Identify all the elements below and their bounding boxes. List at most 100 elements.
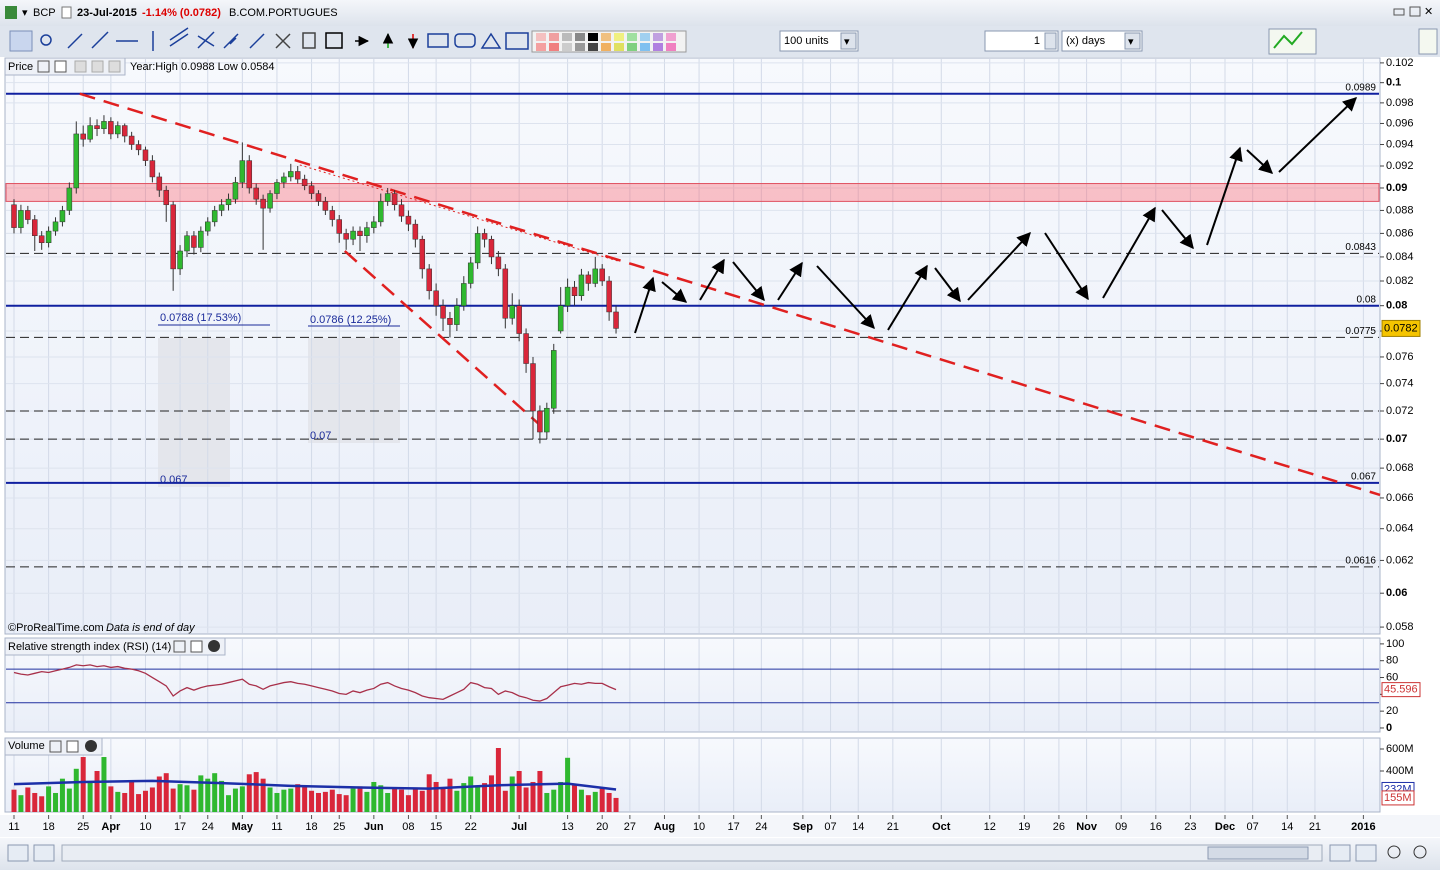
chart-style-button[interactable] (1268, 28, 1317, 55)
settings-icon[interactable] (49, 740, 62, 753)
candle-body (25, 210, 31, 220)
swatch[interactable] (536, 43, 546, 51)
period-unit-select[interactable] (1061, 30, 1143, 52)
swatch[interactable] (549, 43, 559, 51)
period-unit-dropdown[interactable] (1124, 32, 1141, 50)
indicator-button[interactable] (33, 844, 55, 862)
zoom-tool[interactable] (40, 34, 52, 46)
swatch[interactable] (653, 43, 663, 51)
scroll-thumb[interactable] (1207, 846, 1309, 860)
cross-tool[interactable] (275, 33, 291, 49)
swatch[interactable] (614, 43, 624, 51)
swatch[interactable] (653, 33, 663, 41)
settings-icon[interactable] (173, 640, 186, 653)
restore-button[interactable] (1409, 6, 1421, 17)
sync-button[interactable] (1418, 28, 1438, 55)
level-label: 0.0989 (1345, 82, 1376, 93)
candle-body (322, 201, 329, 211)
delete-tool[interactable] (302, 32, 316, 49)
swatch[interactable] (536, 33, 546, 41)
line-tool[interactable] (67, 33, 83, 49)
volume-bar (523, 787, 529, 812)
fan-tool[interactable] (197, 31, 215, 49)
candle-body (502, 268, 509, 319)
x-tick-label: 10 (139, 821, 151, 833)
candle-body (467, 262, 474, 284)
candle-body (80, 133, 86, 140)
channel-tool[interactable] (169, 27, 189, 47)
swatch[interactable] (640, 33, 650, 41)
swatch[interactable] (666, 43, 676, 51)
volume-bar (122, 792, 128, 812)
chart-type-button[interactable] (7, 844, 29, 862)
candle-body (606, 280, 612, 313)
arrow (1206, 146, 1243, 246)
swatch[interactable] (627, 33, 637, 41)
swatch[interactable] (666, 33, 676, 41)
info-icon[interactable] (61, 6, 72, 19)
window-icon[interactable] (66, 740, 79, 753)
menu-arrow[interactable]: ▾ (22, 7, 28, 19)
y-tick-label: 0.1 (1386, 77, 1401, 89)
window-icon[interactable] (54, 60, 67, 73)
units-dropdown[interactable] (840, 32, 857, 50)
period-input[interactable] (984, 30, 1059, 52)
text-tool[interactable] (325, 32, 343, 49)
units-select[interactable] (779, 30, 859, 52)
swatch[interactable] (627, 43, 637, 51)
candle-body (94, 125, 100, 129)
swatch[interactable] (575, 33, 585, 41)
candle-body (73, 133, 80, 189)
window-icon[interactable] (190, 640, 203, 653)
volume-bar (212, 773, 218, 812)
volume-bar (572, 784, 578, 812)
rectangle-tool[interactable] (427, 33, 449, 48)
volume-bar (565, 757, 571, 812)
zoom-out-button[interactable] (1387, 845, 1401, 859)
swatch[interactable] (601, 33, 611, 41)
candle-body (191, 235, 197, 248)
volume-bar (440, 788, 446, 812)
arrow-tool[interactable] (223, 33, 239, 49)
swatch[interactable] (614, 33, 624, 41)
volume-bar (343, 795, 349, 812)
swatch[interactable] (588, 33, 598, 41)
swatch[interactable] (640, 43, 650, 51)
swatch[interactable] (549, 33, 559, 41)
candle-body (571, 286, 578, 296)
x-tick-label: 23 (1184, 821, 1196, 833)
ellipse-tool[interactable] (454, 33, 476, 48)
close-indicator[interactable] (85, 740, 97, 752)
candle-body (246, 160, 253, 189)
swatch[interactable] (588, 43, 598, 51)
arrow (1102, 206, 1156, 299)
swatch[interactable] (601, 43, 611, 51)
scrollbar[interactable] (61, 844, 1323, 862)
candle-body (32, 219, 38, 236)
ray-tool[interactable] (91, 31, 109, 49)
swatch[interactable] (575, 43, 585, 51)
ray-tool-2[interactable] (249, 33, 265, 49)
settings-icon[interactable] (37, 60, 50, 73)
swatch[interactable] (562, 43, 572, 51)
candle-body (121, 125, 128, 137)
x-tick-label: 22 (465, 821, 477, 833)
period-spinner[interactable] (1044, 32, 1057, 50)
volume-bar (115, 791, 121, 812)
minimize-button[interactable] (1393, 8, 1405, 16)
volume-bar (149, 787, 155, 812)
pointer-tool[interactable] (9, 30, 33, 52)
zoom-in-button[interactable] (1413, 845, 1427, 859)
swatch[interactable] (562, 33, 572, 41)
close-indicator[interactable] (208, 640, 220, 652)
close-button[interactable]: ✕ (1424, 6, 1433, 18)
volume-bar (426, 774, 432, 812)
zoom-fit-button[interactable] (1355, 844, 1377, 862)
candle-body (454, 305, 460, 325)
fibonacci-tool[interactable] (505, 32, 529, 50)
triangle-tool[interactable] (480, 32, 502, 49)
period-value: 1 (1034, 35, 1040, 47)
candle-body (66, 187, 73, 211)
scroll-end-button[interactable] (1329, 844, 1351, 862)
disabled-icon (91, 60, 104, 73)
